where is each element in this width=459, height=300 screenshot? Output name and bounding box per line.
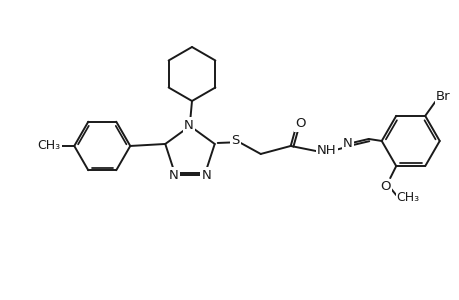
Text: N: N [201,169,211,182]
Text: N: N [342,137,352,151]
Text: Br: Br [435,90,449,104]
Text: O: O [295,118,305,130]
Text: S: S [231,134,240,148]
Text: CH₃: CH₃ [38,140,61,152]
Text: O: O [379,180,390,193]
Text: N: N [168,169,178,182]
Text: NH: NH [316,145,336,158]
Text: CH₃: CH₃ [396,190,419,204]
Text: N: N [184,118,193,131]
